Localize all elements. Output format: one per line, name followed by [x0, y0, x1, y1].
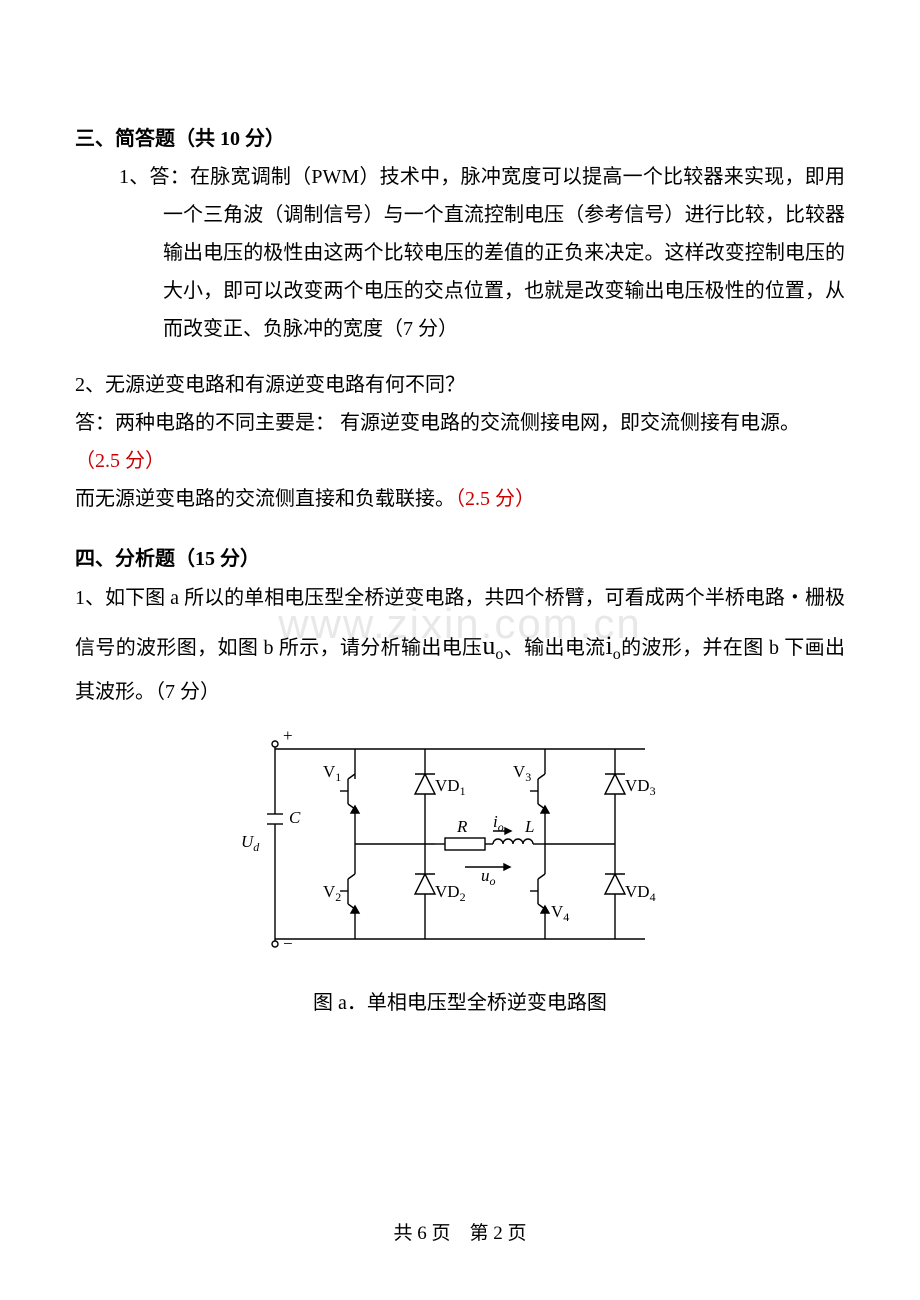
q2-answer-line1: 答：两种电路的不同主要是： 有源逆变电路的交流侧接电网，即交流侧接有电源。	[75, 404, 845, 442]
q2-ans-part1: 答：两种电路的不同主要是： 有源逆变电路的交流侧接电网，即交流侧接有电源。	[75, 412, 800, 434]
vd4s: 4	[650, 890, 656, 904]
q1-body: 在脉宽调制（PWM）技术中，脉冲宽度可以提高一个比较器来实现，即用一个三角波（调…	[163, 166, 845, 340]
var-i-sub: o	[613, 646, 621, 663]
circuit-svg: + − Ud C V1 VD1 V3 VD3 V2 VD2 V4 VD4 R L…	[235, 719, 685, 969]
svg-text:uo: uo	[481, 866, 496, 888]
footer-page-unit1: 页	[431, 1223, 450, 1244]
q1-answer: 1、答：在脉宽调制（PWM）技术中，脉冲宽度可以提高一个比较器来实现，即用一个三…	[75, 158, 845, 348]
q2-score1: （2.5 分）	[75, 442, 845, 480]
q1-prefix: 1、答：	[119, 166, 190, 188]
v1s: 1	[335, 770, 341, 784]
svg-text:io: io	[493, 812, 504, 834]
svg-text:V3: V3	[513, 762, 531, 784]
svg-text:V2: V2	[323, 882, 341, 904]
svg-text:VD1: VD1	[435, 776, 466, 798]
section3-heading: 三、简答题（共 10 分）	[75, 120, 845, 158]
c-label: C	[289, 808, 301, 827]
v3s: 3	[525, 770, 531, 784]
footer-total-label: 共	[393, 1223, 412, 1244]
vd2: VD	[435, 882, 460, 901]
page-footer: 共 6 页 第 2 页	[0, 1218, 920, 1245]
var-i: i	[606, 631, 613, 660]
footer-current-page: 2	[493, 1223, 503, 1244]
q4-mid: 、输出电流	[503, 637, 605, 659]
vd2s: 2	[460, 890, 466, 904]
page-content: 三、简答题（共 10 分） 1、答：在脉宽调制（PWM）技术中，脉冲宽度可以提高…	[0, 0, 920, 1082]
svg-text:VD2: VD2	[435, 882, 466, 904]
svg-text:Ud: Ud	[241, 832, 260, 854]
svg-text:VD3: VD3	[625, 776, 656, 798]
q2-answer-line2: 而无源逆变电路的交流侧直接和负载联接。（2.5 分）	[75, 480, 845, 518]
r-label: R	[456, 817, 468, 836]
ud-sub: d	[253, 840, 260, 854]
figure-a: + − Ud C V1 VD1 V3 VD3 V2 VD2 V4 VD4 R L…	[75, 719, 845, 1022]
v4s: 4	[563, 910, 569, 924]
figure-caption: 图 a．单相电压型全桥逆变电路图	[75, 984, 845, 1022]
plus-label: +	[283, 726, 293, 745]
l-label: L	[524, 817, 534, 836]
v1: V	[323, 762, 336, 781]
vd3: VD	[625, 776, 650, 795]
s4-points: 15 分	[195, 548, 240, 570]
v3: V	[513, 762, 526, 781]
uos: o	[490, 874, 496, 888]
q2-score2-text: （2.5 分）	[455, 488, 535, 510]
vd4: VD	[625, 882, 650, 901]
vd1: VD	[435, 776, 460, 795]
footer-current-label: 第	[470, 1223, 489, 1244]
vd3s: 3	[650, 784, 656, 798]
section4-heading: 四、分析题（15 分）	[75, 540, 845, 578]
footer-page-unit2: 页	[508, 1223, 527, 1244]
s4-h2: ）	[240, 548, 260, 570]
s4-h1: 四、分析题（	[75, 548, 195, 570]
vd1s: 1	[460, 784, 466, 798]
minus-label: −	[283, 934, 293, 953]
svg-text:V4: V4	[551, 902, 569, 924]
v2s: 2	[335, 890, 341, 904]
section4: 四、分析题（15 分） 1、如下图 a 所以的单相电压型全桥逆变电路，共四个桥臂…	[75, 540, 845, 1022]
svg-text:V1: V1	[323, 762, 341, 784]
q2-score1-text: （2.5 分）	[75, 450, 165, 472]
var-u: u	[482, 631, 495, 660]
q2-ans-part2: 而无源逆变电路的交流侧直接和负载联接。	[75, 488, 455, 510]
footer-total-pages: 6	[417, 1223, 427, 1244]
v2: V	[323, 882, 336, 901]
q2-question: 2、无源逆变电路和有源逆变电路有何不同？	[75, 366, 845, 404]
ios: o	[498, 820, 504, 834]
v4: V	[551, 902, 564, 921]
svg-text:VD4: VD4	[625, 882, 656, 904]
uo: u	[481, 866, 490, 885]
q4-body: 1、如下图 a 所以的单相电压型全桥逆变电路，共四个桥臂，可看成两个半桥电路・栅…	[75, 578, 845, 713]
